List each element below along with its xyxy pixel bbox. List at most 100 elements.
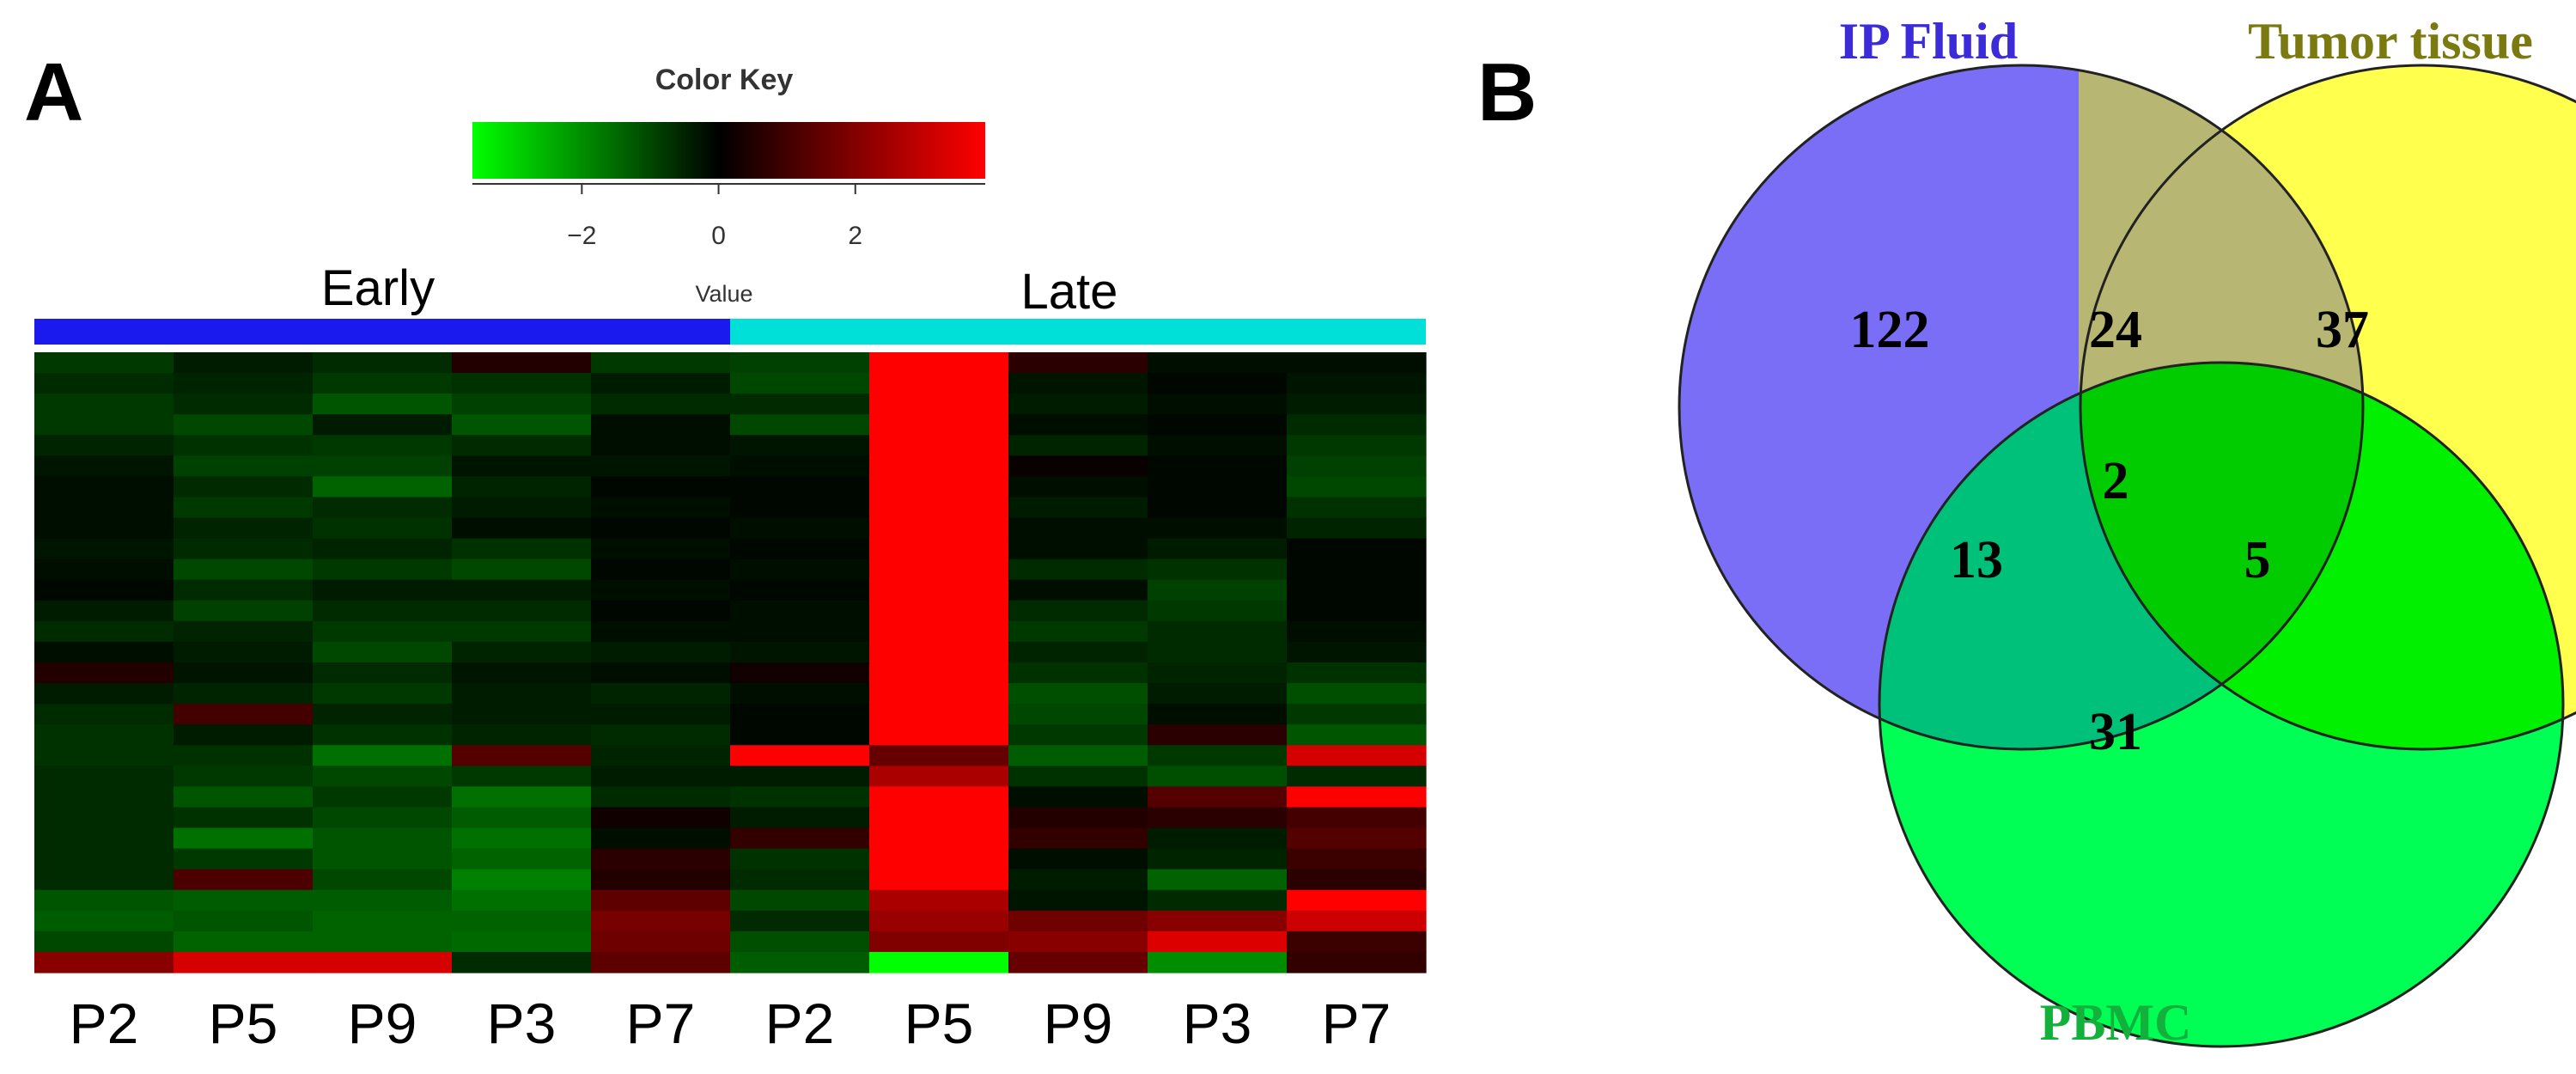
heatmap-cell [869,745,1009,766]
heatmap-cell [869,352,1009,374]
heatmap-cell [1287,848,1427,870]
color-key-tick-label: −2 [567,222,596,250]
heatmap-cell [730,786,870,809]
heatmap-cell [1008,414,1148,436]
heatmap-cell [730,704,870,725]
heatmap-cell [1148,786,1288,809]
heatmap-cell [452,641,592,663]
column-label: P9 [1044,992,1113,1055]
group-bar-late [730,319,1426,345]
heatmap-cell [1287,745,1427,766]
heatmap-cell [1008,579,1148,601]
venn-count-ip-tumor: 24 [2089,301,2142,359]
heatmap-cell [1148,435,1288,456]
heatmap-cell [34,579,174,601]
heatmap-cell [34,435,174,456]
heatmap-group-bars [34,319,1426,345]
heatmap-cell [452,910,592,932]
heatmap-cell [452,394,592,415]
heatmap-cell [591,579,731,601]
heatmap-cell [730,724,870,746]
heatmap-cell [1148,910,1288,932]
heatmap-cell [1148,951,1288,973]
heatmap-cell [1148,455,1288,477]
heatmap-cell [34,704,174,725]
heatmap-cell [591,373,731,394]
heatmap-cell [452,352,592,374]
heatmap-cell [591,558,731,581]
heatmap-cell [591,827,731,850]
heatmap-cell [452,373,592,394]
heatmap-cell [1148,807,1288,829]
heatmap-cell [34,476,174,498]
heatmap-cell [452,683,592,705]
heatmap-cell [730,951,870,973]
heatmap-cell [869,600,1009,622]
heatmap-cell [869,579,1009,601]
heatmap-cell [174,704,314,725]
heatmap-cell [1287,373,1427,394]
heatmap-cell [313,373,453,394]
heatmap-cell [1287,910,1427,932]
color-key-ticks: −2 0 2 [567,184,862,250]
heatmap-cell [34,641,174,663]
heatmap-cell [1008,352,1148,374]
heatmap-cell [730,579,870,601]
heatmap-cell [452,414,592,436]
column-label: P3 [487,992,557,1055]
heatmap-cell [869,558,1009,581]
heatmap-cell [1008,373,1148,394]
color-key-axis-label: Value [695,281,752,307]
heatmap-cell [174,517,314,540]
heatmap-cell [1148,476,1288,498]
column-label: P7 [626,992,696,1055]
heatmap-cell [1287,683,1427,705]
heatmap-cell [174,889,314,912]
heatmap-cell [1287,394,1427,415]
heatmap-cell [1148,620,1288,643]
heatmap-cell [313,414,453,436]
heatmap-cell [174,538,314,560]
heatmap-cell [452,827,592,850]
heatmap-cell [869,455,1009,477]
heatmap-cell [591,889,731,912]
heatmap-cell [452,745,592,766]
column-label: P2 [70,992,139,1055]
heatmap-cell [730,497,870,519]
heatmap-cell [1148,600,1288,622]
heatmap-cell [1008,931,1148,953]
heatmap-cell [34,517,174,540]
heatmap-cell [730,414,870,436]
heatmap-cell [174,807,314,829]
venn-diagram: IP Fluid Tumor tissue PBMC 122 24 37 2 1… [1678,13,2576,1051]
heatmap-cell [730,931,870,953]
heatmap-cell [591,786,731,809]
heatmap-cell [1287,435,1427,456]
heatmap-cell [34,848,174,870]
heatmap-cell [591,745,731,766]
heatmap-cell [1008,641,1148,663]
heatmap-cell [1008,869,1148,891]
heatmap-group-labels: Early Late [321,260,1118,320]
heatmap-cell [1008,848,1148,870]
heatmap-cell [313,807,453,829]
heatmap-cell [34,373,174,394]
heatmap-cell [730,889,870,912]
heatmap-cell [313,869,453,891]
heatmap-cell [313,476,453,498]
heatmap-cell [313,910,453,932]
venn-count-ip-pbmc: 13 [1950,531,2003,589]
heatmap-cell [452,517,592,540]
heatmap-cell [34,662,174,684]
heatmap-cell [174,620,314,643]
heatmap-cell [730,827,870,850]
heatmap-cell [34,745,174,766]
heatmap-cell [730,620,870,643]
heatmap-cell [730,394,870,415]
heatmap-cell [174,745,314,766]
color-key-tick-label: 2 [848,222,862,250]
heatmap-cell [174,641,314,663]
heatmap-cell [730,517,870,540]
heatmap-cell [313,455,453,477]
heatmap-cell [1287,600,1427,622]
